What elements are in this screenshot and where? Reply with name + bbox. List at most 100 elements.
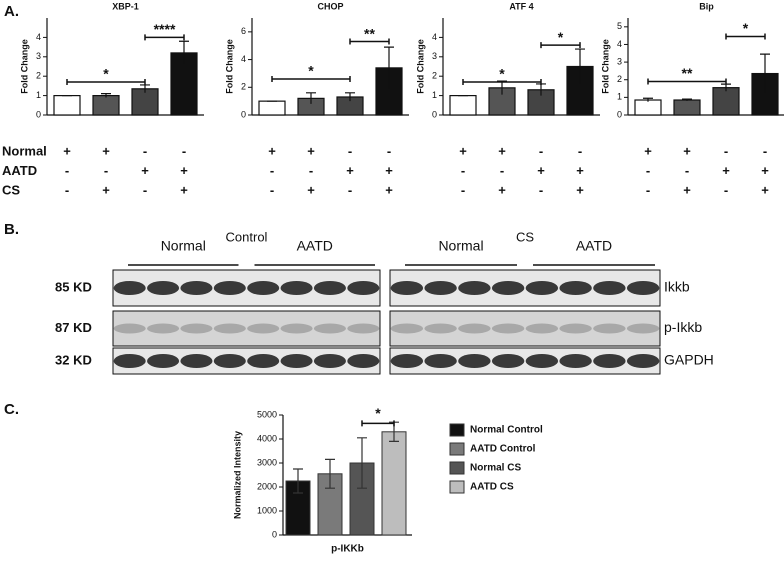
- significance-bracket: [66, 79, 146, 86]
- blot-band: [491, 323, 525, 334]
- blot-group-label: Control: [226, 229, 268, 244]
- y-tick-label: 0: [617, 109, 622, 119]
- protein-label: p-Ikkb: [664, 319, 702, 335]
- condition-sign: -: [387, 143, 391, 158]
- condition-sign: -: [309, 163, 313, 178]
- blot-band: [593, 354, 626, 368]
- y-axis-label: Fold Change: [19, 39, 29, 94]
- blot-band: [247, 354, 280, 368]
- y-tick-label: 2: [432, 71, 437, 81]
- blot-band: [247, 323, 280, 334]
- blot-band: [626, 281, 660, 295]
- bar: [673, 99, 701, 116]
- y-axis-label: Normalized Intensity: [232, 431, 242, 519]
- y-axis-label: Fold Change: [415, 39, 425, 94]
- error-bar: [643, 97, 653, 102]
- blot-band: [458, 354, 491, 368]
- blot-band: [213, 354, 246, 368]
- molecular-weight: 87 KD: [55, 320, 92, 335]
- y-tick-label: 0: [36, 109, 41, 119]
- blot-band: [390, 354, 424, 368]
- significance-bracket: [725, 33, 766, 40]
- blot-band: [213, 281, 246, 295]
- molecular-weight: 32 KD: [55, 352, 92, 367]
- blot-band: [180, 354, 213, 368]
- y-tick-label: 0: [272, 529, 277, 539]
- blot-band: [313, 323, 346, 334]
- error-bar: [325, 458, 335, 489]
- blot-band: [626, 354, 660, 368]
- legend-swatch: [449, 423, 465, 437]
- significance-label: *: [375, 405, 381, 421]
- blot-band: [347, 323, 380, 334]
- condition-sign: +: [102, 182, 110, 197]
- condition-sign: -: [270, 163, 274, 178]
- blot-condition-label: AATD: [297, 238, 333, 254]
- blot-band: [280, 281, 313, 295]
- y-tick-label: 5: [617, 21, 622, 31]
- y-tick-label: 0: [432, 109, 437, 119]
- blot-band: [424, 354, 457, 368]
- significance-bracket: [540, 42, 581, 49]
- significance-label: **: [682, 65, 693, 81]
- error-bar: [345, 92, 355, 102]
- significance-label: *: [308, 63, 314, 79]
- condition-sign: -: [143, 143, 147, 158]
- legend-swatch: [449, 480, 465, 494]
- y-tick-label: 3000: [257, 457, 277, 467]
- blot-band: [525, 354, 559, 368]
- condition-sign: -: [65, 182, 69, 197]
- bar: [449, 94, 477, 116]
- condition-sign: +: [385, 182, 393, 197]
- condition-sign: +: [141, 163, 149, 178]
- chart-title: Bip: [699, 1, 714, 11]
- blot-band: [491, 354, 525, 368]
- significance-bracket: [361, 420, 395, 427]
- significance-label: ****: [154, 21, 176, 37]
- condition-sign: +: [346, 163, 354, 178]
- blot-band: [113, 281, 146, 295]
- blot-band: [113, 354, 146, 368]
- condition-sign: -: [270, 182, 274, 197]
- condition-sign: -: [348, 182, 352, 197]
- condition-sign: +: [644, 143, 652, 158]
- blot-band: [313, 281, 346, 295]
- y-tick-label: 1: [36, 90, 41, 100]
- chart-title: XBP-1: [112, 1, 139, 11]
- blot-band: [593, 281, 626, 295]
- blot-band: [525, 323, 559, 334]
- legend-label: Normal CS: [470, 463, 521, 474]
- condition-sign: -: [500, 163, 504, 178]
- blot-band: [180, 323, 213, 334]
- condition-sign: +: [180, 163, 188, 178]
- blot-band: [626, 323, 660, 334]
- condition-sign: -: [348, 143, 352, 158]
- blot-band: [313, 354, 346, 368]
- y-tick-label: 6: [241, 26, 246, 36]
- panel-label: B.: [4, 221, 19, 238]
- legend-label: AATD CS: [470, 482, 514, 493]
- significance-label: **: [364, 25, 375, 41]
- condition-sign: +: [498, 143, 506, 158]
- bar: [712, 87, 740, 116]
- y-tick-label: 4: [241, 54, 246, 64]
- condition-label: Normal: [2, 143, 47, 158]
- bar: [258, 100, 286, 116]
- condition-sign: +: [537, 163, 545, 178]
- blot-band: [347, 354, 380, 368]
- blot-band: [247, 281, 280, 295]
- blot-condition-label: Normal: [438, 238, 483, 254]
- blot-band: [390, 281, 424, 295]
- significance-label: *: [499, 66, 505, 82]
- condition-sign: +: [498, 182, 506, 197]
- panel-label: C.: [4, 401, 19, 418]
- bar: [634, 99, 662, 116]
- condition-sign: -: [578, 143, 582, 158]
- significance-label: *: [103, 66, 109, 82]
- significance-bracket: [647, 78, 727, 85]
- bar: [92, 94, 120, 116]
- condition-sign: +: [722, 163, 730, 178]
- condition-sign: -: [685, 163, 689, 178]
- bar: [131, 88, 159, 116]
- blot-band: [525, 281, 559, 295]
